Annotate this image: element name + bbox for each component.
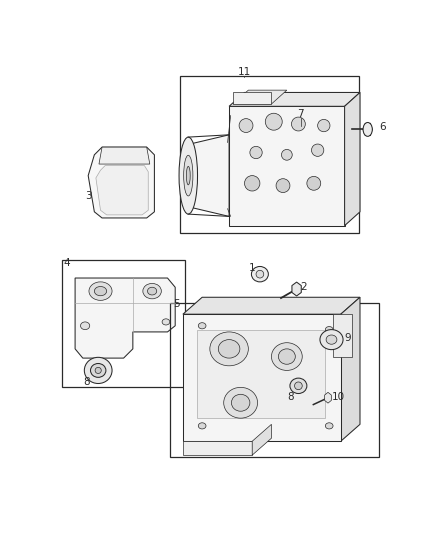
Text: 10: 10 — [332, 392, 345, 402]
Polygon shape — [229, 92, 360, 106]
Ellipse shape — [272, 343, 302, 370]
Text: 2: 2 — [301, 282, 307, 292]
Polygon shape — [96, 166, 148, 215]
Ellipse shape — [85, 357, 112, 384]
Polygon shape — [325, 392, 331, 403]
Text: 8: 8 — [83, 377, 89, 387]
Ellipse shape — [311, 144, 324, 156]
Text: 4: 4 — [64, 257, 70, 268]
Ellipse shape — [363, 123, 372, 136]
Ellipse shape — [224, 387, 258, 418]
Ellipse shape — [179, 137, 198, 214]
Polygon shape — [252, 424, 272, 455]
Polygon shape — [345, 92, 360, 225]
Polygon shape — [333, 314, 352, 357]
Ellipse shape — [81, 322, 90, 329]
Text: 7: 7 — [297, 109, 304, 119]
Ellipse shape — [91, 364, 106, 377]
Ellipse shape — [318, 119, 330, 132]
Text: 9: 9 — [345, 333, 351, 343]
Text: 5: 5 — [173, 299, 180, 309]
Ellipse shape — [162, 319, 170, 325]
Ellipse shape — [186, 166, 190, 185]
Polygon shape — [197, 329, 325, 418]
Text: 11: 11 — [238, 67, 251, 77]
Polygon shape — [187, 135, 229, 216]
Ellipse shape — [89, 282, 112, 301]
Ellipse shape — [307, 176, 321, 190]
Polygon shape — [183, 314, 341, 441]
Text: 6: 6 — [379, 122, 386, 132]
Ellipse shape — [244, 175, 260, 191]
Polygon shape — [292, 282, 301, 296]
Ellipse shape — [325, 327, 333, 333]
Polygon shape — [341, 297, 360, 441]
Text: 8: 8 — [287, 392, 294, 401]
Ellipse shape — [239, 119, 253, 133]
Ellipse shape — [279, 349, 295, 364]
Ellipse shape — [231, 394, 250, 411]
Polygon shape — [233, 90, 287, 104]
Ellipse shape — [148, 287, 157, 295]
Polygon shape — [75, 278, 175, 358]
Ellipse shape — [265, 113, 282, 130]
Ellipse shape — [218, 340, 240, 358]
Polygon shape — [99, 147, 150, 164]
FancyBboxPatch shape — [233, 92, 272, 104]
Text: 1: 1 — [249, 263, 255, 273]
Polygon shape — [183, 297, 360, 314]
Ellipse shape — [250, 147, 262, 159]
Ellipse shape — [325, 423, 333, 429]
Polygon shape — [88, 147, 155, 218]
Ellipse shape — [294, 382, 302, 390]
Text: 3: 3 — [85, 191, 92, 201]
Ellipse shape — [95, 367, 101, 374]
Ellipse shape — [320, 329, 343, 350]
Ellipse shape — [184, 155, 193, 196]
Ellipse shape — [276, 179, 290, 192]
Ellipse shape — [290, 378, 307, 393]
Ellipse shape — [198, 322, 206, 329]
Ellipse shape — [143, 284, 161, 299]
Polygon shape — [183, 441, 252, 455]
Ellipse shape — [198, 423, 206, 429]
Ellipse shape — [94, 287, 107, 296]
Ellipse shape — [256, 270, 264, 278]
Polygon shape — [229, 106, 345, 225]
Ellipse shape — [210, 332, 248, 366]
Ellipse shape — [282, 149, 292, 160]
Ellipse shape — [326, 335, 337, 344]
Ellipse shape — [291, 117, 305, 131]
Ellipse shape — [251, 266, 268, 282]
